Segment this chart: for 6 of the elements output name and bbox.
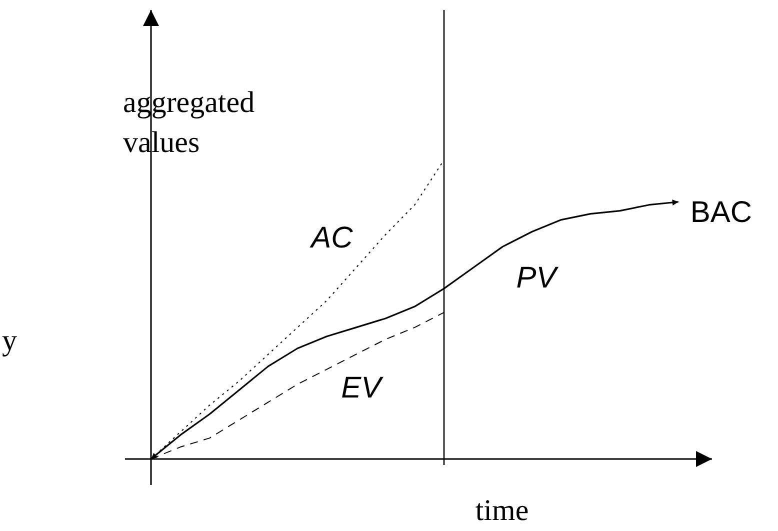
x-axis-title: time (475, 494, 529, 527)
series-label: EV (341, 371, 384, 404)
annotation: BAC (690, 196, 752, 229)
series-label: AC (309, 222, 354, 255)
series-label: PV (516, 262, 560, 295)
text: y (2, 324, 17, 357)
